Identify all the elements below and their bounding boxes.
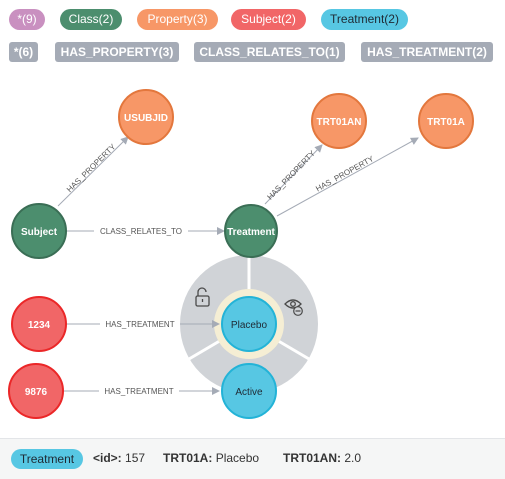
node-caption: Subject [21,227,58,238]
rel-label: HAS_TREATMENT [105,320,174,329]
node-caption: TRT01A [427,117,465,128]
rel-type-class-relates-to[interactable]: CLASS_RELATES_TO(1) [194,42,345,62]
property-trt01a-field: TRT01A: Placebo [163,451,259,465]
node-1234-subject[interactable]: 1234 [11,296,67,352]
node-usubjid-property[interactable]: USUBJID [118,89,174,145]
node-treatment-class[interactable]: Treatment [224,204,278,258]
property-value: Placebo [215,451,260,465]
node-label-class[interactable]: Class(2) [60,9,122,30]
rel-label: CLASS_RELATES_TO [100,227,182,236]
node-caption: 9876 [25,387,48,398]
node-subject-class[interactable]: Subject [11,203,67,259]
node-caption: Placebo [231,320,268,331]
node-label-treatment[interactable]: Treatment(2) [321,9,408,30]
relationship-class-relates-to[interactable]: CLASS_RELATES_TO [66,225,225,236]
hide-eye-icon[interactable] [284,299,303,316]
unlock-icon[interactable] [195,287,210,307]
rel-type-has-treatment[interactable]: HAS_TREATMENT(2) [361,42,493,62]
node-9876-subject[interactable]: 9876 [8,363,64,419]
node-caption: Active [235,387,263,398]
rel-label: HAS_PROPERTY [65,142,118,194]
relationship-has-property-trt01a[interactable]: HAS_PROPERTY [276,137,419,217]
selected-node-label[interactable]: Treatment [11,449,83,469]
node-id-field: <id>: 157 [93,451,145,465]
relationship-has-property-usubjid[interactable]: HAS_PROPERTY [57,136,129,207]
relationship-has-treatment-9876[interactable]: HAS_TREATMENT [63,385,220,396]
node-label-subject[interactable]: Subject(2) [231,9,306,30]
rel-label: HAS_PROPERTY [314,154,376,194]
node-label-property[interactable]: Property(3) [137,9,218,30]
rel-label: HAS_TREATMENT [104,387,173,396]
node-id-value: 157 [125,451,146,465]
property-value: 2.0 [344,451,362,465]
node-trt01a-property[interactable]: TRT01A [418,93,474,149]
node-details-bar: Treatment <id>: 157 TRT01A: Placebo TRT0… [0,438,505,479]
rel-label: HAS_PROPERTY [265,148,317,201]
rel-type-has-property[interactable]: HAS_PROPERTY(3) [55,42,179,62]
node-label-all[interactable]: *(9) [9,9,45,30]
node-placebo-treatment[interactable]: Placebo [221,296,277,352]
property-key: TRT01A: [163,451,213,465]
node-id-key: <id>: [93,451,122,465]
node-caption: TRT01AN [316,117,361,128]
property-trt01an-field: TRT01AN: 2.0 [283,451,361,465]
node-active-treatment[interactable]: Active [221,363,277,419]
rel-type-all[interactable]: *(6) [9,42,38,62]
node-caption: USUBJID [124,113,168,124]
node-caption: Treatment [227,227,275,238]
node-trt01an-property[interactable]: TRT01AN [311,93,367,149]
relationship-has-treatment-1234[interactable]: HAS_TREATMENT [66,318,220,329]
relationship-has-property-trt01an[interactable]: HAS_PROPERTY [264,144,323,205]
property-key: TRT01AN: [283,451,342,465]
node-caption: 1234 [28,320,51,331]
graph-canvas[interactable]: HAS_PROPERTY CLASS_RELATES_TO HAS_PROPER… [0,70,505,438]
